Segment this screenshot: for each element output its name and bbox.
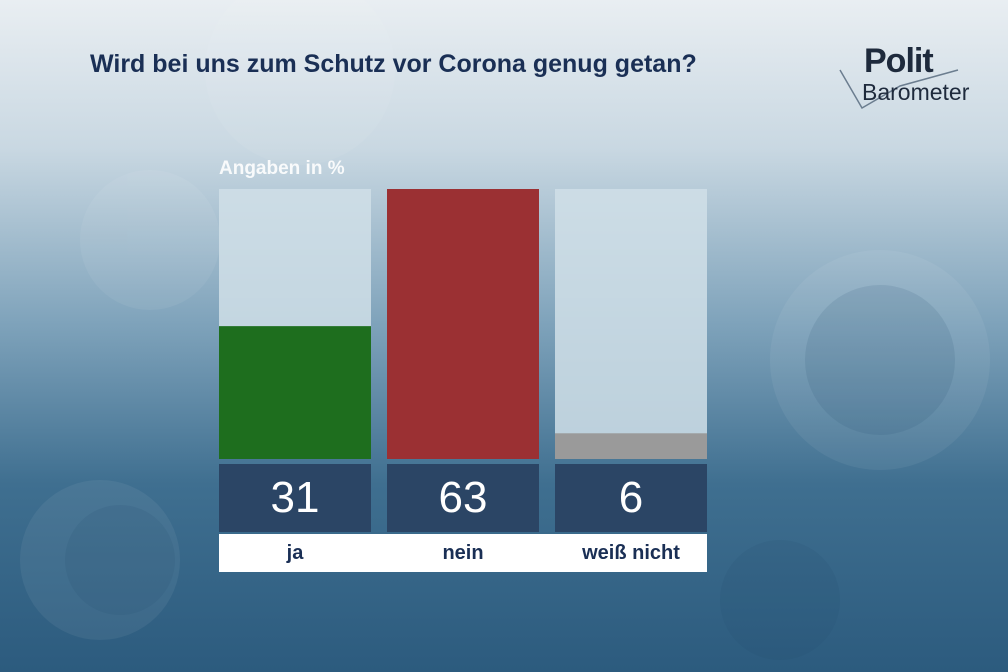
chart-title: Wird bei uns zum Schutz vor Corona genug… — [90, 50, 697, 78]
data-label-ja: 31 — [270, 473, 320, 522]
checkmark-icon — [839, 69, 959, 110]
category-label-nein: nein — [442, 541, 484, 564]
bar-nein — [387, 189, 539, 459]
value-box-nein: 63 — [387, 464, 539, 532]
logo-text-polit: Polit — [864, 42, 934, 80]
category-label-strip — [219, 534, 707, 572]
logo-text-barometer: Barometer — [862, 79, 970, 105]
bar-weiss-nicht — [555, 433, 707, 459]
data-label-nein: 63 — [438, 473, 488, 522]
politbarometer-logo: Polit Barometer — [838, 40, 988, 110]
category-label-ja: ja — [286, 541, 304, 564]
value-box-weiss-nicht: 6 — [555, 464, 707, 532]
category-label-weiss-nicht: weiß nicht — [582, 541, 680, 564]
bar-track-weiss-nicht — [555, 189, 707, 459]
unit-label: Angaben in % — [219, 158, 345, 179]
data-label-weiss-nicht: 6 — [618, 473, 644, 522]
value-box-ja: 31 — [219, 464, 371, 532]
bar-ja — [219, 326, 371, 459]
